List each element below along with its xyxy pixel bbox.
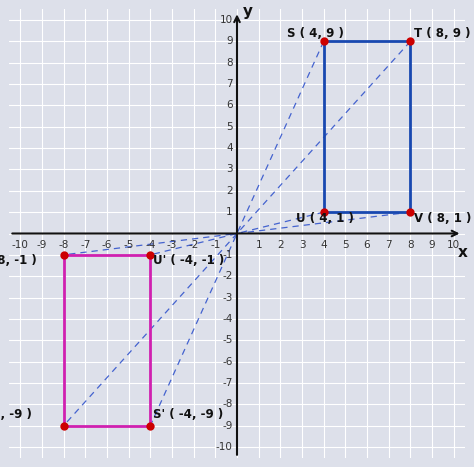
Text: 3: 3 (299, 240, 305, 250)
Text: 3: 3 (226, 164, 233, 175)
Text: -4: -4 (222, 314, 233, 324)
Text: 9: 9 (428, 240, 435, 250)
Text: -2: -2 (222, 271, 233, 281)
Text: x: x (457, 245, 467, 260)
Text: 1: 1 (255, 240, 262, 250)
Text: 10: 10 (447, 240, 460, 250)
Text: -8: -8 (222, 399, 233, 409)
Text: V' ( -8, -1 ): V' ( -8, -1 ) (0, 255, 37, 268)
Text: -9: -9 (222, 421, 233, 431)
Text: -2: -2 (189, 240, 199, 250)
Text: 1: 1 (226, 207, 233, 217)
Text: -5: -5 (222, 335, 233, 345)
Text: U ( 4, 1 ): U ( 4, 1 ) (295, 212, 354, 225)
Text: 6: 6 (226, 100, 233, 110)
Text: 5: 5 (226, 122, 233, 132)
Text: 4: 4 (226, 143, 233, 153)
Text: -1: -1 (210, 240, 220, 250)
Text: -9: -9 (37, 240, 47, 250)
Text: -3: -3 (222, 292, 233, 303)
Text: -6: -6 (102, 240, 112, 250)
Text: -1: -1 (222, 250, 233, 260)
Text: -10: -10 (216, 442, 233, 452)
Text: U' ( -4, -1 ): U' ( -4, -1 ) (153, 255, 224, 268)
Text: T' ( -8, -9 ): T' ( -8, -9 ) (0, 408, 32, 421)
Text: 4: 4 (320, 240, 327, 250)
Text: 7: 7 (385, 240, 392, 250)
Text: 5: 5 (342, 240, 349, 250)
Text: y: y (242, 4, 253, 19)
Text: -7: -7 (80, 240, 91, 250)
Text: -5: -5 (123, 240, 134, 250)
Text: V ( 8, 1 ): V ( 8, 1 ) (414, 212, 472, 225)
Text: 6: 6 (364, 240, 370, 250)
Text: 8: 8 (407, 240, 414, 250)
Text: T ( 8, 9 ): T ( 8, 9 ) (414, 27, 471, 40)
Text: 7: 7 (226, 79, 233, 89)
Text: -7: -7 (222, 378, 233, 388)
Text: 10: 10 (219, 15, 233, 25)
Text: 8: 8 (226, 58, 233, 68)
Text: -4: -4 (145, 240, 155, 250)
Text: S ( 4, 9 ): S ( 4, 9 ) (287, 27, 344, 40)
Text: -8: -8 (58, 240, 69, 250)
Text: -6: -6 (222, 357, 233, 367)
Text: -10: -10 (12, 240, 29, 250)
Text: 9: 9 (226, 36, 233, 46)
Text: -3: -3 (167, 240, 177, 250)
Text: S' ( -4, -9 ): S' ( -4, -9 ) (153, 408, 223, 421)
Text: 2: 2 (226, 186, 233, 196)
Text: 2: 2 (277, 240, 283, 250)
